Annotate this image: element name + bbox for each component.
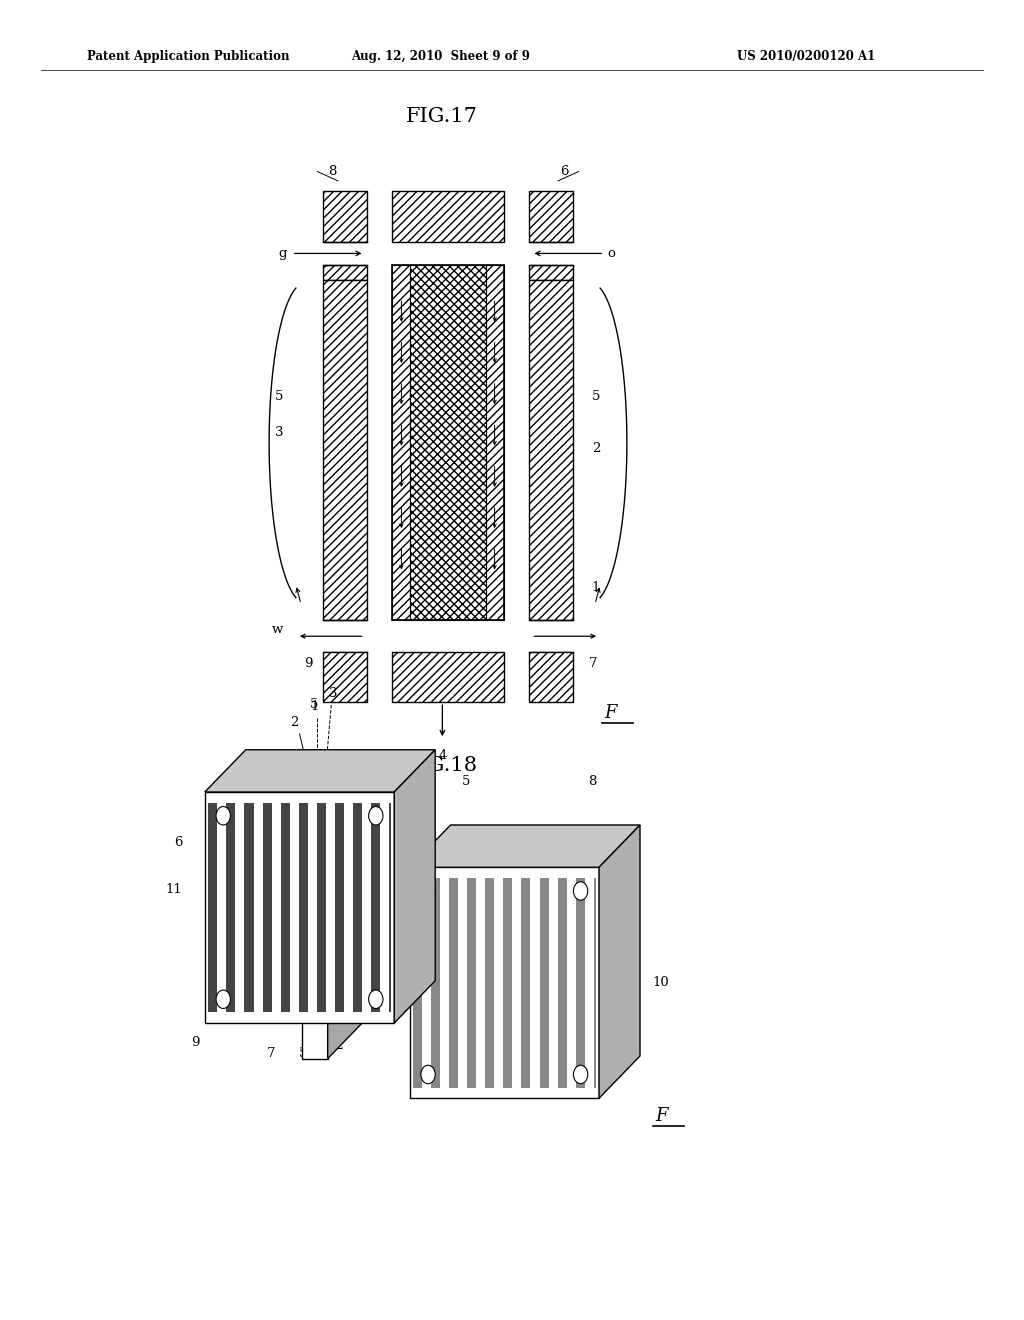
Bar (504, 878, 512, 1088)
Text: 8: 8 (589, 775, 597, 788)
Bar (529, 265, 573, 280)
Bar (371, 803, 380, 1012)
Bar (410, 265, 486, 620)
Text: 7: 7 (267, 1047, 275, 1060)
Text: 6: 6 (174, 837, 182, 849)
Polygon shape (205, 750, 435, 792)
Bar (392, 652, 504, 702)
Polygon shape (302, 785, 369, 828)
Text: Aug. 12, 2010  Sheet 9 of 9: Aug. 12, 2010 Sheet 9 of 9 (351, 50, 529, 63)
Bar (299, 803, 307, 1012)
Bar (431, 878, 440, 1088)
Bar (352, 803, 361, 1012)
Bar (521, 878, 530, 1088)
Text: 4: 4 (438, 748, 446, 762)
Text: 5: 5 (592, 389, 600, 403)
Bar (281, 803, 290, 1012)
Bar (594, 878, 596, 1088)
Text: w: w (272, 623, 284, 636)
Circle shape (216, 990, 230, 1008)
Text: 9: 9 (304, 657, 312, 671)
Bar (262, 803, 271, 1012)
Bar (316, 803, 326, 1012)
Text: 10: 10 (652, 977, 669, 989)
Bar (392, 265, 504, 620)
Text: FIG.18: FIG.18 (407, 756, 478, 775)
Circle shape (573, 882, 588, 900)
Text: 12: 12 (328, 1039, 345, 1052)
Bar (485, 878, 495, 1088)
Bar (323, 652, 367, 702)
Text: 2: 2 (290, 715, 299, 729)
Bar (323, 191, 367, 242)
Text: 6: 6 (560, 165, 568, 178)
Text: 5: 5 (275, 389, 284, 403)
Bar (467, 878, 476, 1088)
Text: 3: 3 (329, 686, 338, 700)
Circle shape (421, 882, 435, 900)
Bar (389, 803, 391, 1012)
Polygon shape (410, 867, 599, 1098)
Text: F: F (655, 1106, 668, 1125)
Bar (540, 878, 549, 1088)
Polygon shape (302, 828, 328, 1059)
Bar (245, 803, 254, 1012)
Bar (450, 878, 459, 1088)
Text: 8: 8 (328, 165, 336, 178)
Bar (392, 265, 410, 620)
Bar (323, 265, 367, 280)
Text: 1: 1 (310, 700, 319, 713)
Polygon shape (328, 785, 369, 1059)
Bar (335, 803, 344, 1012)
Text: F: F (604, 704, 616, 722)
Bar (323, 280, 367, 620)
Bar (529, 191, 573, 242)
Text: 5: 5 (299, 1047, 307, 1060)
Text: 2: 2 (592, 442, 600, 455)
Polygon shape (205, 792, 394, 1023)
Bar (529, 652, 573, 702)
Text: 1: 1 (592, 581, 600, 594)
Bar (486, 265, 504, 620)
Text: o: o (607, 247, 615, 260)
Circle shape (573, 1065, 588, 1084)
Text: Patent Application Publication: Patent Application Publication (87, 50, 290, 63)
Text: 9: 9 (191, 1036, 200, 1049)
Bar (226, 803, 236, 1012)
Text: 3: 3 (275, 426, 284, 440)
Polygon shape (599, 825, 640, 1098)
Circle shape (369, 990, 383, 1008)
Bar (557, 878, 566, 1088)
Text: 5: 5 (462, 775, 471, 788)
Circle shape (421, 1065, 435, 1084)
Circle shape (369, 807, 383, 825)
Polygon shape (410, 825, 640, 867)
Polygon shape (394, 750, 435, 1023)
Bar (414, 878, 422, 1088)
Text: US 2010/0200120 A1: US 2010/0200120 A1 (737, 50, 876, 63)
Bar (209, 803, 217, 1012)
Bar (575, 878, 585, 1088)
Bar (392, 191, 504, 242)
Text: 11: 11 (166, 883, 182, 895)
Text: 7: 7 (589, 657, 597, 671)
Text: 5: 5 (310, 698, 318, 711)
Bar (529, 280, 573, 620)
Text: FIG.17: FIG.17 (407, 107, 478, 125)
Circle shape (216, 807, 230, 825)
Text: g: g (279, 247, 287, 260)
